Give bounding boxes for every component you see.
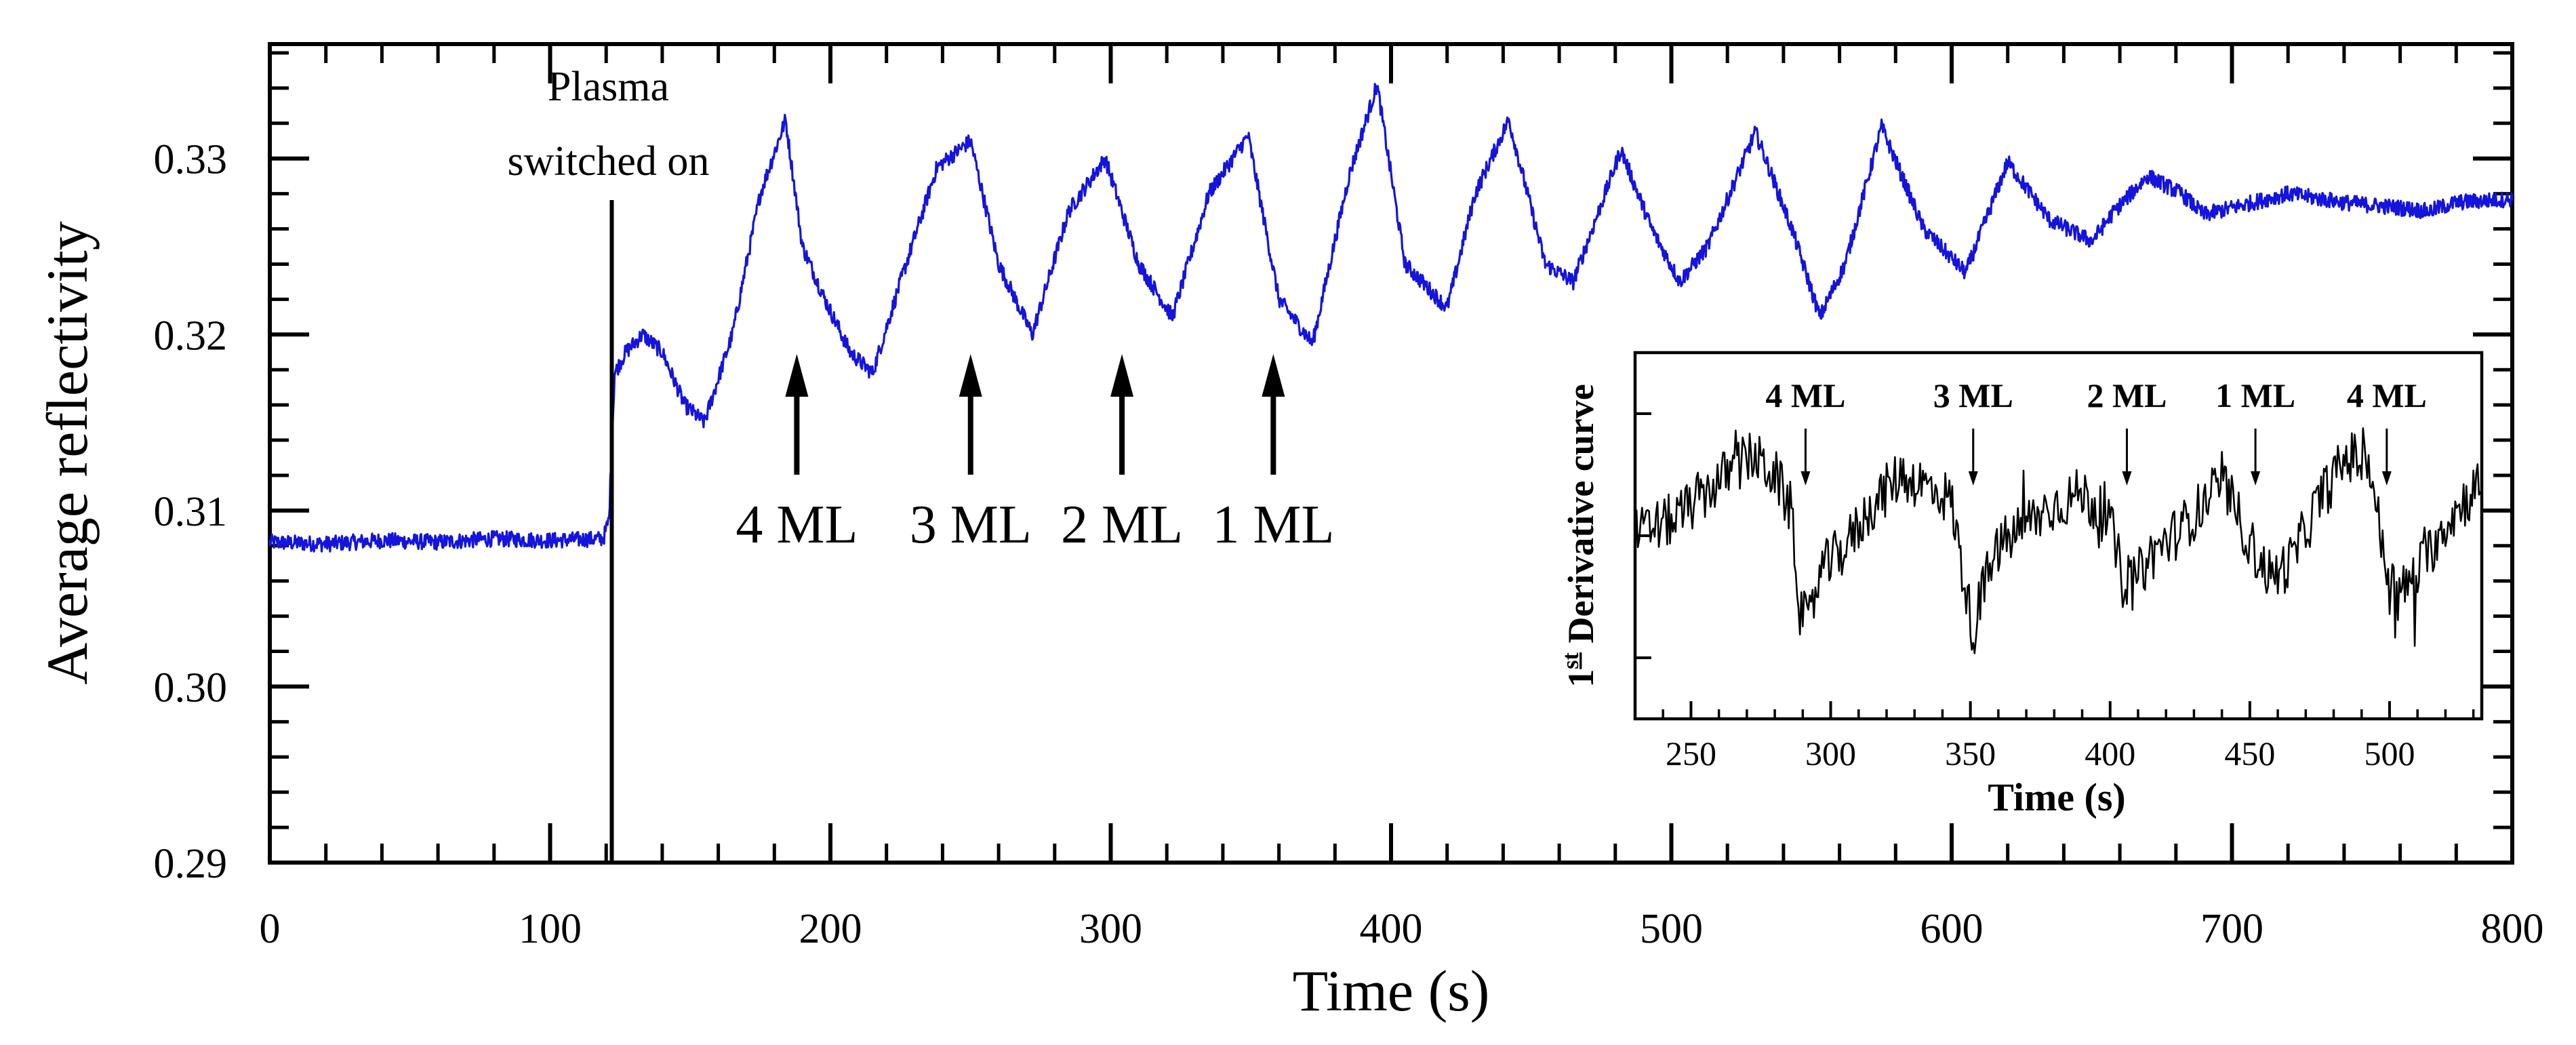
x-tick-label: 200 <box>799 906 862 952</box>
y-tick-label: 0.30 <box>154 665 228 711</box>
ml-arrow-head <box>1110 354 1134 397</box>
reflectivity-series-line <box>268 83 2514 553</box>
inset-ml-arrow-head <box>1968 471 1978 486</box>
inset-annotations: 4 ML 3 ML 2 ML 1 ML 4 ML <box>1765 376 2427 486</box>
ml-arrow-label: 4 ML <box>736 495 858 555</box>
plasma-label-line-2: switched on <box>508 138 710 184</box>
inset-ml-label: 1 ML <box>2215 376 2295 414</box>
inset-minor-x-ticks <box>1662 709 2475 719</box>
inset-ml-label: 4 ML <box>1765 376 1845 414</box>
inset-ml-label: 4 ML <box>2347 376 2427 414</box>
inset-y-title-rest: Derivative curve <box>1561 384 1601 652</box>
inset-x-tick-label: 250 <box>1666 734 1716 772</box>
y-tick-label: 0.32 <box>154 313 228 359</box>
ml-arrow-label: 3 ML <box>910 495 1032 555</box>
inset-ml-label: 3 ML <box>1933 376 2013 414</box>
main-plot: 0 100 200 300 400 500 600 700 800 0.290.300.310.… <box>35 42 2544 1023</box>
main-x-axis: 0 100 200 300 400 500 600 700 800 <box>260 44 2544 952</box>
ml-arrow-label: 2 ML <box>1061 495 1183 555</box>
x-tick-label: 500 <box>1640 906 1703 952</box>
inset-ml-arrow-head <box>1800 471 1811 486</box>
ml-arrow-head <box>785 354 809 397</box>
y-tick-label: 0.33 <box>154 137 228 183</box>
derivative-series-line <box>1634 427 2483 654</box>
x-tick-label: 300 <box>1079 906 1142 952</box>
main-annotations: Plasma switched on 4 ML 3 ML 2 ML 1 ML <box>508 64 1335 555</box>
main-y-axis-title: Average reflectivity <box>35 221 100 685</box>
inset-ml-label: 2 ML <box>2087 376 2167 414</box>
inset-x-tick-label: 450 <box>2224 734 2275 772</box>
inset-ml-arrow-head <box>2251 471 2261 486</box>
inset-ml-arrow-head <box>2381 471 2392 486</box>
plasma-label-line-1: Plasma <box>548 64 669 110</box>
inset-x-axis-title: Time (s) <box>1988 775 2126 819</box>
x-tick-label: 600 <box>1920 906 1984 952</box>
inset-x-tick-label: 400 <box>2085 734 2135 772</box>
inset-y-title-prefix: 1 <box>1561 669 1601 688</box>
x-tick-label: 0 <box>260 906 281 952</box>
inset-plot-background <box>1635 353 2482 719</box>
inset-plot: 250 300 350 400 450 500 4 ML 3 ML 2 ML 1 ML 4 ML … <box>1558 351 2484 819</box>
ml-arrow-head <box>959 354 982 397</box>
inset-x-tick-label: 350 <box>1945 734 1996 772</box>
y-tick-label: 0.31 <box>154 489 228 535</box>
inset-x-tick-label: 300 <box>1805 734 1856 772</box>
main-x-axis-title: Time (s) <box>1293 958 1490 1023</box>
main-y-axis: 0.29 0.30 0.31 0.32 0.33 <box>154 137 2512 887</box>
x-tick-label: 700 <box>2200 906 2263 952</box>
inset-y-axis-title: 1st Derivative curve <box>1558 384 1601 687</box>
inset-x-tick-label: 500 <box>2364 734 2415 772</box>
y-tick-label: 0.29 <box>154 841 228 887</box>
ml-arrow-label: 1 ML <box>1212 495 1334 555</box>
inset-ml-arrow-head <box>2122 471 2132 486</box>
inset-x-axis: 250 300 350 400 450 500 <box>1666 701 2415 772</box>
x-tick-label: 800 <box>2481 906 2544 952</box>
inset-y-title-superscript: st <box>1558 652 1584 669</box>
x-tick-label: 100 <box>519 906 582 952</box>
x-tick-label: 400 <box>1360 906 1423 952</box>
ml-arrow-head <box>1262 354 1285 397</box>
